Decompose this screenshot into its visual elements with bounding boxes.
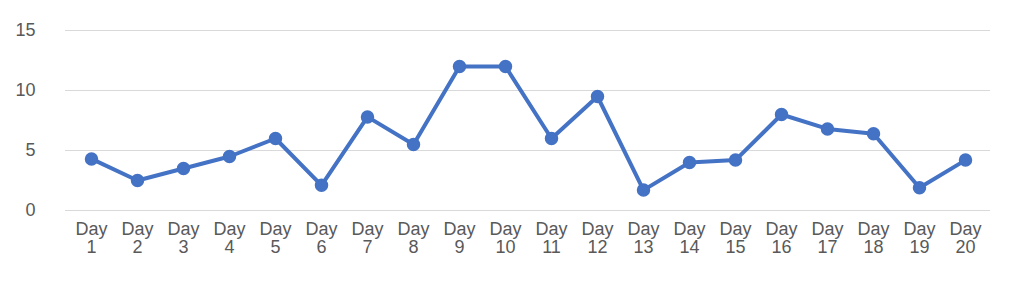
- svg-text:Day8: Day8: [397, 219, 429, 257]
- svg-text:Day13: Day13: [627, 219, 659, 257]
- svg-text:Day6: Day6: [305, 219, 337, 257]
- svg-text:Day1: Day1: [75, 219, 107, 257]
- svg-text:Day19: Day19: [903, 219, 935, 257]
- svg-text:Day5: Day5: [259, 219, 291, 257]
- svg-text:Day15: Day15: [719, 219, 751, 257]
- svg-text:0: 0: [25, 200, 35, 220]
- svg-text:15: 15: [15, 20, 35, 40]
- svg-text:10: 10: [15, 80, 35, 100]
- svg-text:Day16: Day16: [765, 219, 797, 257]
- svg-text:Day7: Day7: [351, 219, 383, 257]
- svg-text:Day14: Day14: [673, 219, 705, 257]
- svg-text:Day10: Day10: [489, 219, 521, 257]
- svg-text:Day3: Day3: [167, 219, 199, 257]
- svg-text:5: 5: [25, 140, 35, 160]
- svg-text:Day9: Day9: [443, 219, 475, 257]
- svg-text:Day2: Day2: [121, 219, 153, 257]
- svg-text:Day11: Day11: [535, 219, 567, 257]
- svg-text:Day18: Day18: [857, 219, 889, 257]
- svg-text:Day12: Day12: [581, 219, 613, 257]
- svg-text:Day17: Day17: [811, 219, 843, 257]
- svg-text:Day20: Day20: [949, 219, 981, 257]
- svg-text:Day4: Day4: [213, 219, 245, 257]
